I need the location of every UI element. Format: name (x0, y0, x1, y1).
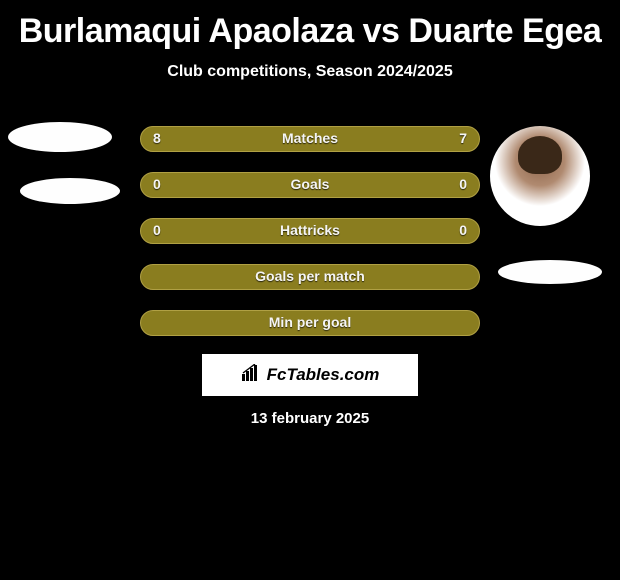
stat-row: 8 Matches 7 (0, 126, 620, 172)
page-subtitle: Club competitions, Season 2024/2025 (0, 63, 620, 81)
stat-label: Min per goal (141, 314, 479, 330)
date-text: 13 february 2025 (0, 410, 620, 427)
page-title: Burlamaqui Apaolaza vs Duarte Egea (0, 0, 620, 51)
stats-container: 8 Matches 7 0 Goals 0 0 Hattricks 0 Goal… (0, 126, 620, 356)
stat-pill-matches: 8 Matches 7 (140, 126, 480, 152)
brand-watermark: FcTables.com (202, 354, 418, 396)
stat-label: Goals per match (141, 268, 479, 284)
stat-right-value: 0 (459, 222, 467, 238)
stat-label: Goals (141, 176, 479, 192)
stat-row: 0 Goals 0 (0, 172, 620, 218)
stat-right-value: 7 (459, 130, 467, 146)
brand-chart-icon (241, 364, 263, 387)
brand-text: FcTables.com (267, 365, 380, 385)
stat-row: Min per goal (0, 310, 620, 356)
stat-label: Hattricks (141, 222, 479, 238)
stat-row: Goals per match (0, 264, 620, 310)
stat-right-value: 0 (459, 176, 467, 192)
stat-pill-hattricks: 0 Hattricks 0 (140, 218, 480, 244)
stat-pill-goals: 0 Goals 0 (140, 172, 480, 198)
stat-row: 0 Hattricks 0 (0, 218, 620, 264)
stat-label: Matches (141, 130, 479, 146)
stat-pill-goals-per-match: Goals per match (140, 264, 480, 290)
stat-pill-min-per-goal: Min per goal (140, 310, 480, 336)
